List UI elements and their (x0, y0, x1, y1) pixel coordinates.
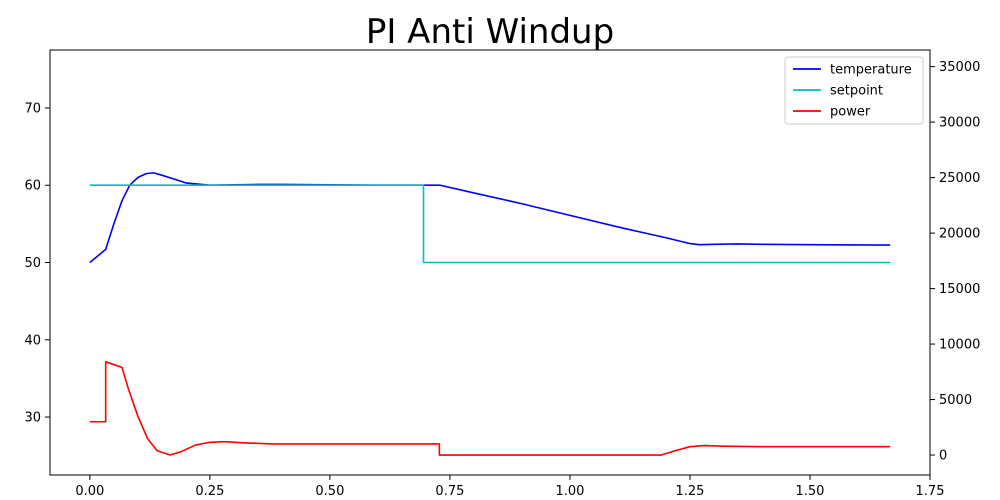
x-tick-label: 1.75 (916, 484, 945, 499)
legend-label-temperature: temperature (830, 63, 912, 78)
x-tick-label: 0.00 (75, 484, 104, 499)
series-line-temperature (89, 172, 891, 264)
x-axis: 0.00 0.25 0.50 0.75 1.00 1.25 1.50 1.75 (75, 475, 944, 499)
x-tick-label: 0.25 (195, 484, 224, 499)
legend: temperature setpoint power (784, 56, 924, 125)
x-tick-label: 1.50 (796, 484, 825, 499)
y-right-tick-label: 10000 (939, 338, 980, 353)
y-tick-label: 30 (24, 411, 41, 426)
y-tick-label: 60 (24, 179, 41, 194)
y-right-tick-label: 5000 (939, 393, 972, 408)
series-layer (89, 172, 891, 456)
legend-label-setpoint: setpoint (830, 84, 883, 99)
y-right-tick-label: 0 (939, 449, 947, 464)
y-right-tick-label: 25000 (939, 171, 980, 186)
series-line-setpoint (89, 184, 891, 264)
chart-title: PI Anti Windup (366, 12, 614, 52)
y-tick-label: 70 (24, 101, 41, 116)
legend-label-power: power (830, 105, 871, 120)
x-tick-label: 0.50 (315, 484, 344, 499)
y-axis-right: 0 5000 10000 15000 20000 25000 30000 35000 (930, 60, 980, 464)
x-tick-label: 1.00 (555, 484, 584, 499)
y-axis-left: 30 40 50 60 70 (24, 101, 50, 426)
x-tick-label: 1.25 (675, 484, 704, 499)
x-tick-label: 0.75 (435, 484, 464, 499)
y-right-tick-label: 35000 (939, 60, 980, 75)
y-right-tick-label: 30000 (939, 116, 980, 131)
y-tick-label: 50 (24, 256, 41, 271)
y-right-tick-label: 15000 (939, 282, 980, 297)
legend-box (784, 56, 924, 125)
series-line-power (89, 361, 891, 456)
y-tick-label: 40 (24, 333, 41, 348)
y-right-tick-label: 20000 (939, 227, 980, 242)
